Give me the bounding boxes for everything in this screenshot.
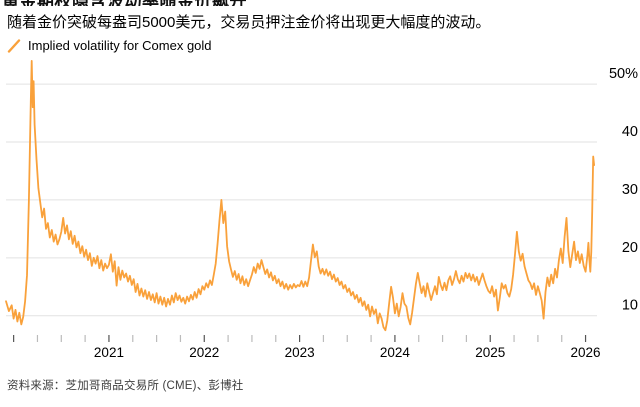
clipped-headline-text: 黄金期权隐含波动率随金价飙升 — [2, 0, 247, 6]
y-axis-labels: 50% 40 30 20 10 — [609, 66, 638, 314]
clipped-headline: 黄金期权隐含波动率随金价飙升 — [2, 0, 562, 6]
x-tick-label: 2024 — [380, 345, 411, 360]
x-axis-labels: 2021 2022 2023 2024 2025 2026 — [94, 345, 601, 360]
gridlines — [6, 83, 597, 317]
x-tick-label: 2025 — [475, 345, 505, 360]
volatility-line — [5, 60, 595, 332]
y-tick-label: 30 — [622, 182, 638, 198]
y-tick-label: 40 — [622, 124, 638, 140]
x-tick-label: 2022 — [189, 345, 219, 360]
legend-slash-icon — [7, 38, 21, 53]
x-tick-label: 2023 — [285, 345, 315, 360]
x-tick-label: 2021 — [94, 345, 124, 360]
y-tick-label: 20 — [622, 240, 638, 256]
legend-label: Implied volatility for Comex gold — [28, 38, 212, 53]
legend: Implied volatility for Comex gold — [7, 38, 212, 53]
x-axis-ticks — [13, 335, 587, 342]
source-note: 资料来源：芝加哥商品交易所 (CME)、彭博社 — [7, 380, 244, 392]
y-tick-label: 10 — [622, 298, 638, 314]
y-tick-label: 50% — [609, 66, 638, 82]
x-tick-label: 2026 — [571, 345, 601, 360]
chart-subtitle: 随着金价突破每盎司5000美元，交易员押注金价将出现更大幅度的波动。 — [7, 14, 491, 31]
